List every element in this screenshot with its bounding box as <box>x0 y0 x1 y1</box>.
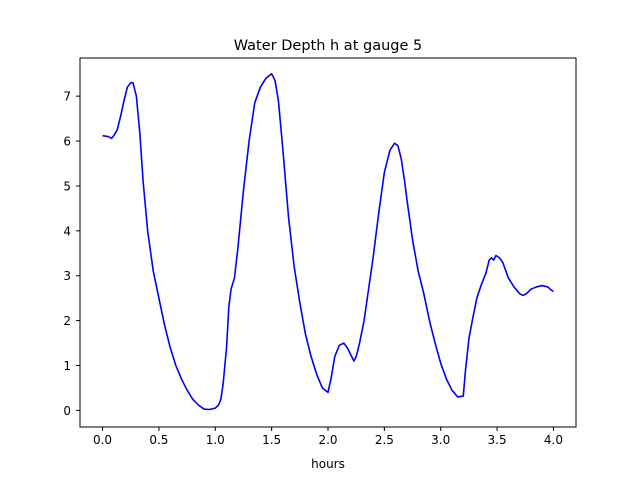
x-tick-label: 1.5 <box>262 433 281 447</box>
y-tick-label: 1 <box>63 359 71 373</box>
chart-title: Water Depth h at gauge 5 <box>234 38 422 54</box>
x-tick-label: 1.0 <box>206 433 225 447</box>
series-line-0 <box>102 72 554 411</box>
x-tick-label: 0.0 <box>93 433 112 447</box>
x-tick-label: 3.5 <box>488 433 507 447</box>
y-tick-label: 5 <box>63 179 71 193</box>
y-axis: 0 1 2 3 4 5 6 7 <box>63 90 80 418</box>
x-tick-label: 4.0 <box>544 433 563 447</box>
y-tick-label: 6 <box>63 135 71 149</box>
x-axis: 0.0 0.5 1.0 1.5 2.0 2.5 3.0 3.5 4.0 <box>93 427 563 447</box>
x-tick-label: 2.5 <box>375 433 394 447</box>
x-tick-label: 3.0 <box>431 433 450 447</box>
y-tick-label: 7 <box>63 90 71 104</box>
x-tick-label: 0.5 <box>149 433 168 447</box>
x-axis-title: hours <box>311 457 345 471</box>
x-tick-label: 2.0 <box>318 433 337 447</box>
y-tick-label: 0 <box>63 404 71 418</box>
y-tick-label: 3 <box>63 269 71 283</box>
series-group <box>102 72 554 411</box>
y-tick-label: 2 <box>63 314 71 328</box>
y-tick-label: 4 <box>63 224 71 238</box>
